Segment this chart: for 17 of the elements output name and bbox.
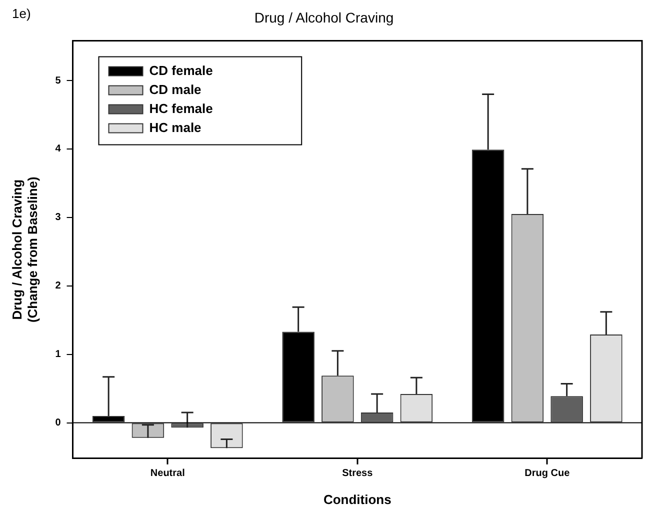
y-tick-label: 3 (55, 212, 62, 224)
y-tick-label: 5 (55, 75, 62, 86)
y-tick-label: 4 (55, 144, 62, 155)
legend-label: CD female (149, 62, 213, 78)
x-tick-label: Stress (342, 468, 374, 480)
text: 1e) (12, 6, 31, 22)
legend-label: CD male (149, 82, 202, 97)
legend-label: HC male (149, 120, 202, 135)
y-axis-title: Drug / Alcohol Craving (Change from Baseline) (9, 176, 40, 323)
x-axis-title: Conditions (323, 492, 392, 507)
x-tick-label: Neutral (150, 468, 186, 480)
y-tick-label: 2 (55, 280, 62, 292)
legend-label: HC female (149, 100, 213, 116)
y-tick-label: 1 (55, 349, 62, 360)
chart-title: Drug / Alcohol Craving (254, 9, 394, 26)
x-tick-label: Drug Cue (524, 468, 570, 480)
y-tick-label: 0 (55, 418, 62, 429)
